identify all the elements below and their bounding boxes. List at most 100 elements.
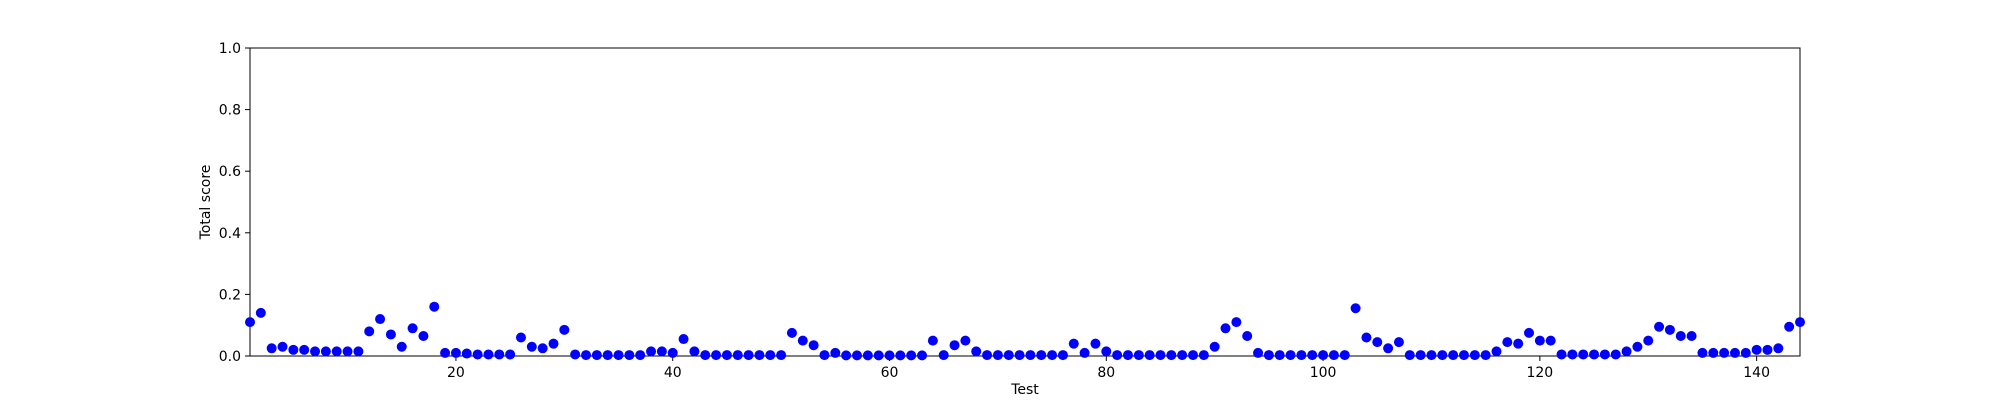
point — [450, 347, 461, 358]
x-tick-label: 80 — [1097, 365, 1115, 381]
point — [1296, 350, 1307, 361]
point — [917, 350, 928, 361]
point — [1632, 341, 1643, 352]
point — [1784, 321, 1795, 332]
point — [711, 350, 722, 361]
x-tick-label: 120 — [1526, 365, 1553, 381]
point — [1664, 324, 1675, 335]
y-axis-label: Total score — [198, 165, 214, 241]
point — [310, 346, 321, 357]
point — [1773, 343, 1784, 354]
point — [884, 350, 895, 361]
point — [689, 346, 700, 357]
point — [1404, 350, 1415, 361]
point — [1740, 347, 1751, 358]
point — [1480, 350, 1491, 361]
point — [483, 349, 494, 360]
point — [1025, 350, 1036, 361]
point — [624, 350, 635, 361]
point — [1047, 350, 1058, 361]
point — [1393, 337, 1404, 348]
point — [851, 350, 862, 361]
point — [895, 350, 906, 361]
y-tick-label: 0.6 — [219, 164, 241, 180]
point — [732, 350, 743, 361]
x-axis-label: Test — [1010, 382, 1039, 398]
point — [342, 346, 353, 357]
point — [1057, 350, 1068, 361]
point — [1589, 349, 1600, 360]
point — [1599, 349, 1610, 360]
point — [613, 350, 624, 361]
point — [1610, 349, 1621, 360]
point — [1328, 350, 1339, 361]
point — [559, 324, 570, 335]
point — [808, 340, 819, 351]
point — [927, 335, 938, 346]
point — [667, 347, 678, 358]
point — [721, 350, 732, 361]
point — [1415, 350, 1426, 361]
point — [505, 349, 516, 360]
point — [1209, 341, 1220, 352]
point — [992, 350, 1003, 361]
point — [1144, 350, 1155, 361]
point — [1556, 349, 1567, 360]
point — [656, 346, 667, 357]
point — [526, 341, 537, 352]
point — [418, 330, 429, 341]
x-tick-label: 60 — [881, 365, 899, 381]
point — [678, 334, 689, 345]
point — [537, 343, 548, 354]
point — [797, 335, 808, 346]
point — [1285, 350, 1296, 361]
point — [1524, 327, 1535, 338]
point — [1101, 346, 1112, 357]
point — [635, 350, 646, 361]
point — [299, 344, 310, 355]
point — [581, 350, 592, 361]
point — [1112, 350, 1123, 361]
point — [1188, 350, 1199, 361]
point — [1253, 347, 1264, 358]
point — [266, 343, 277, 354]
point — [1545, 335, 1556, 346]
point — [1448, 350, 1459, 361]
point — [1068, 338, 1079, 349]
point — [1242, 330, 1253, 341]
x-tick-label: 140 — [1743, 365, 1770, 381]
point — [1513, 338, 1524, 349]
y-tick-label: 0.4 — [219, 226, 241, 242]
y-tick-label: 1.0 — [219, 41, 241, 57]
point — [407, 323, 418, 334]
point — [938, 350, 949, 361]
point — [971, 346, 982, 357]
point — [873, 350, 884, 361]
point — [602, 350, 613, 361]
point — [1491, 346, 1502, 357]
point — [1177, 350, 1188, 361]
point — [1198, 350, 1209, 361]
point — [1762, 344, 1773, 355]
point — [1675, 330, 1686, 341]
point — [591, 350, 602, 361]
point — [1231, 317, 1242, 328]
point — [700, 350, 711, 361]
point — [1361, 332, 1372, 343]
point — [548, 338, 559, 349]
point — [1697, 347, 1708, 358]
point — [1469, 350, 1480, 361]
point — [1307, 350, 1318, 361]
point — [515, 332, 526, 343]
point — [494, 349, 505, 360]
x-tick-label: 40 — [664, 365, 682, 381]
point — [862, 350, 873, 361]
point — [288, 344, 299, 355]
point — [819, 350, 830, 361]
point — [1079, 347, 1090, 358]
point — [1220, 323, 1231, 334]
point — [1534, 335, 1545, 346]
point — [982, 350, 993, 361]
point — [1383, 343, 1394, 354]
